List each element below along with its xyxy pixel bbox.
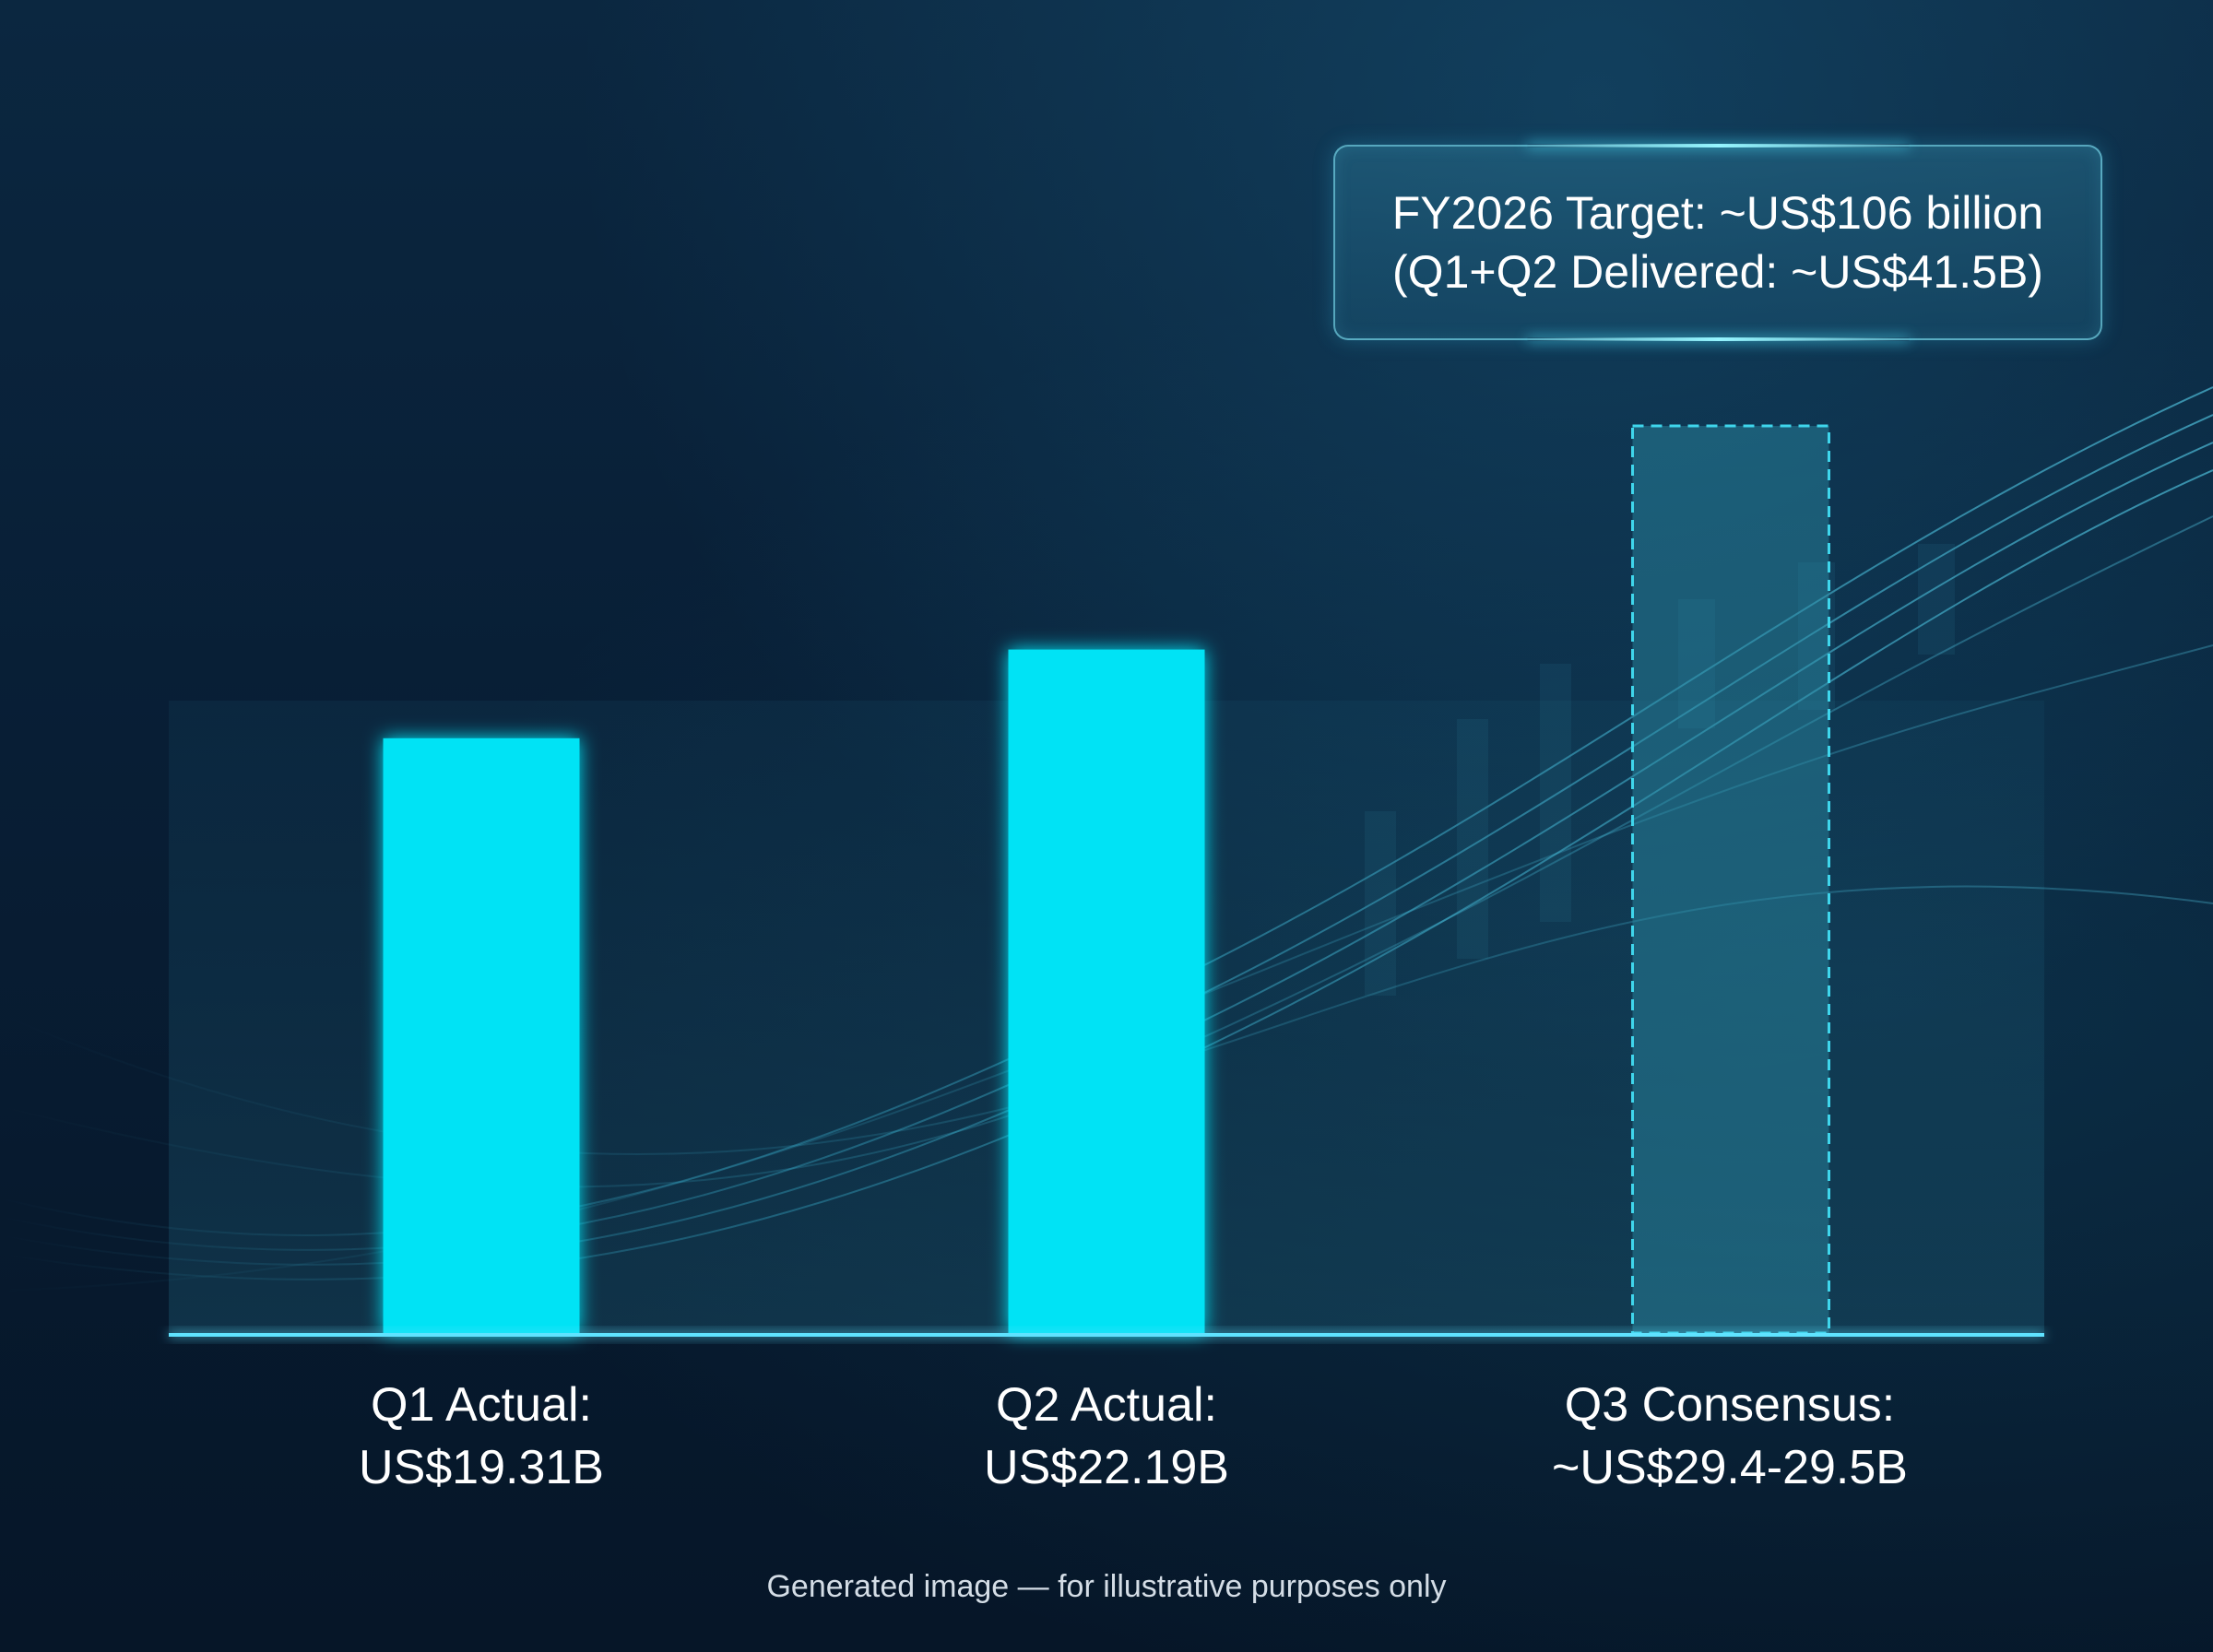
- footer-disclaimer: Generated image — for illustrative purpo…: [766, 1569, 1447, 1604]
- category-label-q3-value: ~US$29.4-29.5B: [1552, 1441, 1908, 1494]
- category-label-q2: Q2 Actual: US$22.19B: [830, 1374, 1383, 1499]
- category-label-q3: Q3 Consensus: ~US$29.4-29.5B: [1453, 1374, 2006, 1499]
- bar-q1: [383, 738, 580, 1333]
- callout-line-2: (Q1+Q2 Delivered: ~US$41.5B): [1392, 246, 2043, 298]
- callout-line-1: FY2026 Target: ~US$106 billion: [1391, 187, 2044, 239]
- category-label-q1-value: US$19.31B: [359, 1441, 604, 1494]
- bars-layer: [383, 424, 1830, 1335]
- bar-q3: [1631, 424, 1830, 1335]
- category-label-q2-value: US$22.19B: [984, 1441, 1229, 1494]
- category-label-q3-title: Q3 Consensus:: [1564, 1378, 1896, 1432]
- bar-q2: [1008, 649, 1205, 1333]
- category-label-q2-title: Q2 Actual:: [996, 1378, 1217, 1432]
- category-label-q1-title: Q1 Actual:: [371, 1378, 592, 1432]
- callout-glow-top: [1526, 144, 1910, 148]
- x-axis-baseline: [169, 1333, 2044, 1337]
- callout-glow-bottom: [1526, 337, 1910, 341]
- category-label-q1: Q1 Actual: US$19.31B: [205, 1374, 758, 1499]
- fy2026-target-callout: FY2026 Target: ~US$106 billion (Q1+Q2 De…: [1333, 144, 2102, 341]
